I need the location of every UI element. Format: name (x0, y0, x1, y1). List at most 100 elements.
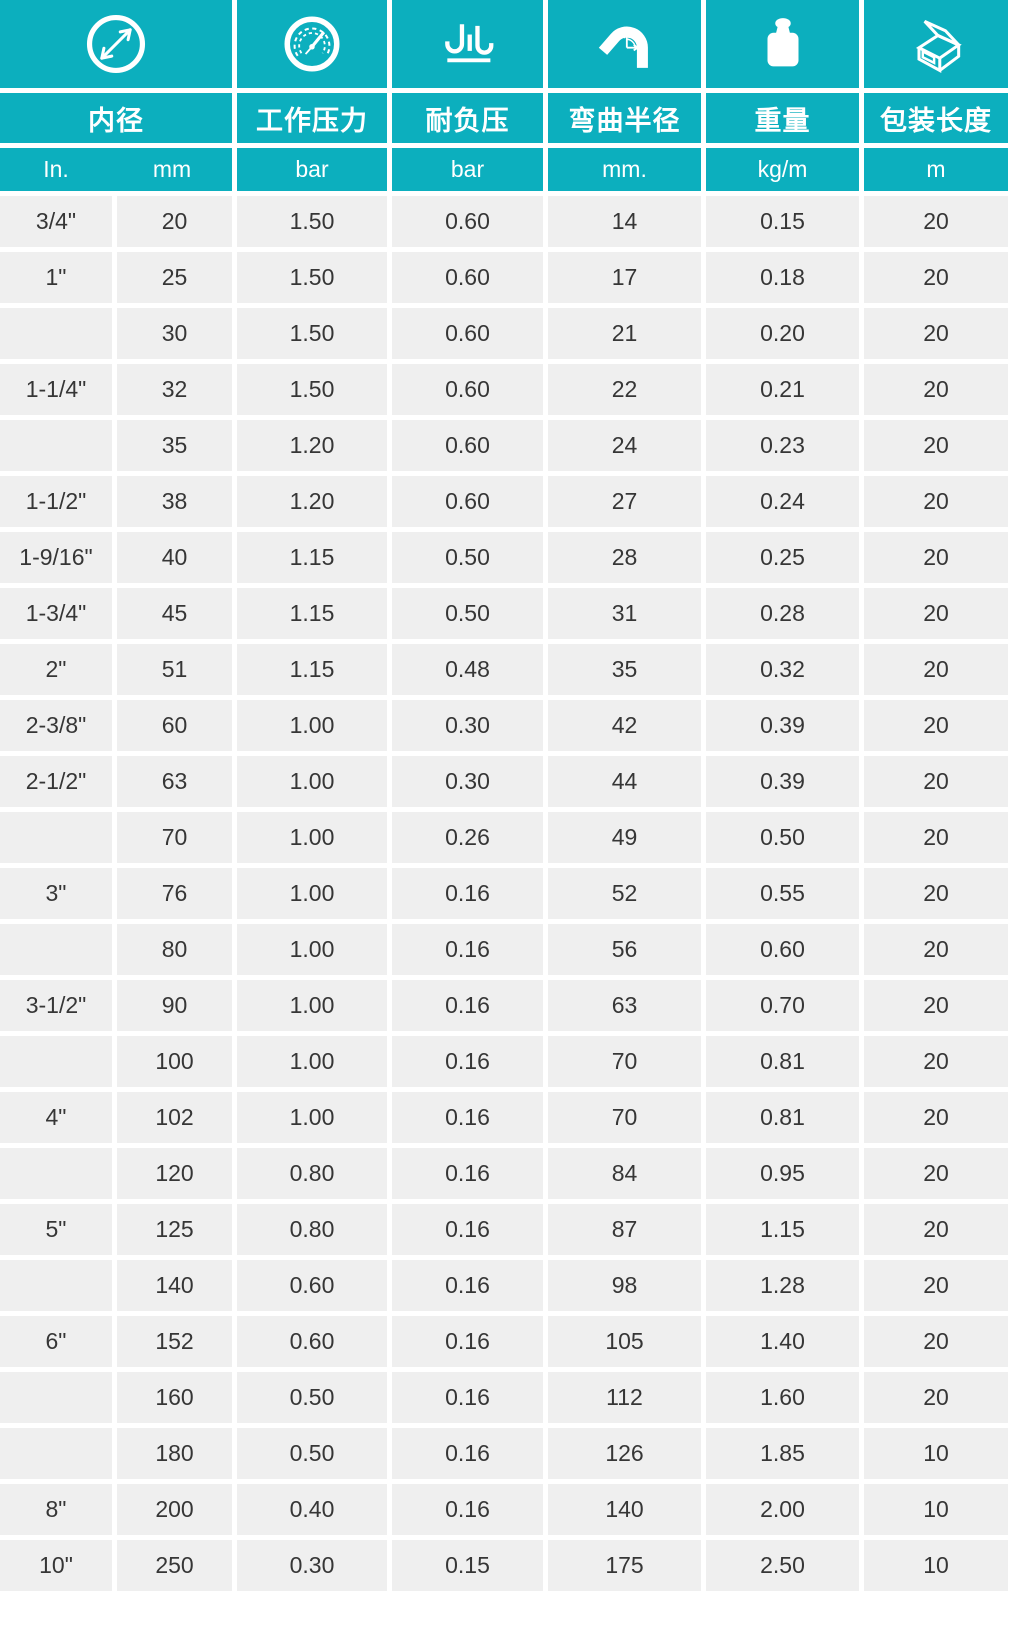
cell-package-length: 20 (864, 532, 1008, 583)
cell-package-length: 20 (864, 196, 1008, 247)
cell-bend-radius: 28 (548, 532, 701, 583)
cell-mm: 100 (117, 1036, 232, 1087)
cell-inch: 3/4" (0, 196, 112, 247)
spec-table-body: 3/4" 20 1.50 0.60 14 0.15 20 1" 25 1.50 0.60 17 0.18… (0, 196, 1008, 1591)
table-row: 100 1.00 0.16 70 0.81 20 (0, 1036, 1008, 1087)
weight-icon (767, 18, 798, 67)
cell-bend-radius: 49 (548, 812, 701, 863)
cell-working-pressure: 1.50 (237, 252, 387, 303)
cell-package-length: 20 (864, 476, 1008, 527)
cell-package-length: 20 (864, 308, 1008, 359)
cell-weight: 1.60 (706, 1372, 859, 1423)
cell-working-pressure: 1.00 (237, 924, 387, 975)
cell-bend-radius: 105 (548, 1316, 701, 1367)
cell-weight: 0.15 (706, 196, 859, 247)
unit-row: In. mm bar bar mm. kg/m m (0, 148, 1008, 191)
cell-package-length: 10 (864, 1484, 1008, 1535)
table-row: 5" 125 0.80 0.16 87 1.15 20 (0, 1204, 1008, 1255)
cell-mm: 152 (117, 1316, 232, 1367)
unit-mm: mm (152, 156, 192, 182)
cell-vacuum: 0.60 (392, 364, 543, 415)
cell-mm: 51 (117, 644, 232, 695)
cell-inch (0, 812, 112, 863)
cell-bend-radius: 17 (548, 252, 701, 303)
table-row: 1-1/4" 32 1.50 0.60 22 0.21 20 (0, 364, 1008, 415)
cell-working-pressure: 0.40 (237, 1484, 387, 1535)
cell-weight: 0.39 (706, 700, 859, 751)
cell-package-length: 20 (864, 252, 1008, 303)
cell-bend-radius: 84 (548, 1148, 701, 1199)
col-label-bend-radius: 弯曲半径 (548, 93, 701, 143)
cell-weight: 0.39 (706, 756, 859, 807)
unit-vacuum: bar (392, 148, 543, 191)
cell-vacuum: 0.60 (392, 308, 543, 359)
cell-mm: 140 (117, 1260, 232, 1311)
cell-weight: 0.25 (706, 532, 859, 583)
cell-weight: 0.95 (706, 1148, 859, 1199)
table-row: 4" 102 1.00 0.16 70 0.81 20 (0, 1092, 1008, 1143)
cell-vacuum: 0.16 (392, 1372, 543, 1423)
vacuum-icon (444, 24, 493, 63)
unit-package-length: m (864, 148, 1008, 191)
cell-working-pressure: 0.80 (237, 1204, 387, 1255)
bend-radius-icon-cell (548, 0, 701, 88)
cell-mm: 30 (117, 308, 232, 359)
cell-inch (0, 420, 112, 471)
cell-vacuum: 0.16 (392, 868, 543, 919)
cell-package-length: 20 (864, 756, 1008, 807)
cell-working-pressure: 1.20 (237, 420, 387, 471)
cell-inch: 4" (0, 1092, 112, 1143)
table-row: 3/4" 20 1.50 0.60 14 0.15 20 (0, 196, 1008, 247)
cell-mm: 180 (117, 1428, 232, 1479)
cell-mm: 60 (117, 700, 232, 751)
cell-weight: 0.32 (706, 644, 859, 695)
cell-working-pressure: 1.00 (237, 1036, 387, 1087)
cell-mm: 40 (117, 532, 232, 583)
unit-working-pressure: bar (237, 148, 387, 191)
table-row: 3-1/2" 90 1.00 0.16 63 0.70 20 (0, 980, 1008, 1031)
cell-bend-radius: 35 (548, 644, 701, 695)
cell-working-pressure: 1.50 (237, 364, 387, 415)
bend-radius-icon (598, 26, 648, 68)
cell-inch: 1-1/4" (0, 364, 112, 415)
cell-vacuum: 0.16 (392, 1260, 543, 1311)
cell-weight: 0.81 (706, 1036, 859, 1087)
cell-package-length: 20 (864, 644, 1008, 695)
package-length-icon-cell (864, 0, 1008, 88)
cell-vacuum: 0.60 (392, 252, 543, 303)
cell-package-length: 20 (864, 980, 1008, 1031)
cell-vacuum: 0.16 (392, 1204, 543, 1255)
table-row: 2-3/8" 60 1.00 0.30 42 0.39 20 (0, 700, 1008, 751)
cell-mm: 20 (117, 196, 232, 247)
cell-bend-radius: 42 (548, 700, 701, 751)
col-label-package-length: 包装长度 (864, 93, 1008, 143)
cell-inch: 1-1/2" (0, 476, 112, 527)
table-row: 1-1/2" 38 1.20 0.60 27 0.24 20 (0, 476, 1008, 527)
unit-inner-diameter: In. mm (0, 148, 232, 191)
cell-inch (0, 924, 112, 975)
table-row: 2-1/2" 63 1.00 0.30 44 0.39 20 (0, 756, 1008, 807)
cell-inch: 3" (0, 868, 112, 919)
cell-bend-radius: 98 (548, 1260, 701, 1311)
unit-weight: kg/m (706, 148, 859, 191)
cell-working-pressure: 1.50 (237, 308, 387, 359)
cell-bend-radius: 112 (548, 1372, 701, 1423)
table-row: 180 0.50 0.16 126 1.85 10 (0, 1428, 1008, 1479)
cell-package-length: 20 (864, 1148, 1008, 1199)
table-row: 10" 250 0.30 0.15 175 2.50 10 (0, 1540, 1008, 1591)
cell-inch: 1-9/16" (0, 532, 112, 583)
cell-working-pressure: 1.15 (237, 644, 387, 695)
cell-bend-radius: 22 (548, 364, 701, 415)
cell-working-pressure: 1.00 (237, 756, 387, 807)
cell-mm: 125 (117, 1204, 232, 1255)
cell-inch: 2-3/8" (0, 700, 112, 751)
cell-weight: 0.55 (706, 868, 859, 919)
cell-mm: 38 (117, 476, 232, 527)
cell-mm: 90 (117, 980, 232, 1031)
cell-bend-radius: 24 (548, 420, 701, 471)
cell-bend-radius: 44 (548, 756, 701, 807)
table-row: 70 1.00 0.26 49 0.50 20 (0, 812, 1008, 863)
cell-package-length: 20 (864, 420, 1008, 471)
cell-weight: 2.00 (706, 1484, 859, 1535)
diameter-icon (86, 14, 146, 74)
